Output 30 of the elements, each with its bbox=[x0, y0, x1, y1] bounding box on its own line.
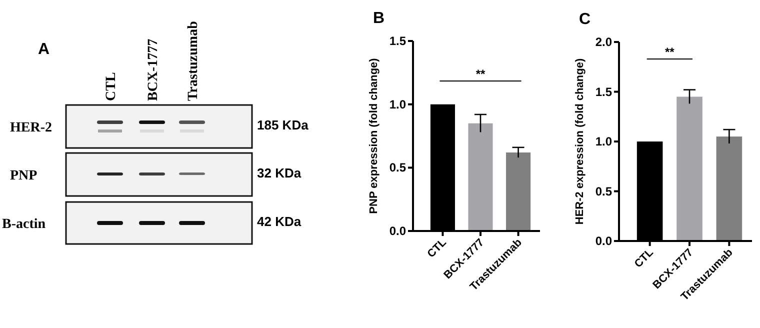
text: CTL bbox=[104, 72, 119, 101]
y-axis-title: HER-2 expression (fold change) bbox=[574, 58, 586, 225]
y-tick-label: 1.0 bbox=[595, 134, 612, 148]
y-tick-label: 1.5 bbox=[595, 84, 612, 99]
chart-title: B bbox=[373, 10, 385, 27]
annotation: ** bbox=[476, 67, 486, 81]
chart-title: C bbox=[579, 11, 591, 28]
y-tick-label: 0.5 bbox=[389, 160, 406, 175]
text: Trastuzumab bbox=[186, 20, 201, 101]
text: 42 KDa bbox=[257, 214, 302, 229]
y-tick-label: 1.5 bbox=[389, 34, 406, 48]
text: 32 KDa bbox=[257, 166, 302, 180]
y-axis-title: PNP expression (fold change) bbox=[368, 58, 380, 214]
y-tick-label: 2.0 bbox=[595, 35, 612, 49]
annotation: ** bbox=[664, 45, 675, 59]
x-tick-label: CTL bbox=[632, 246, 656, 270]
y-tick-label: 1.0 bbox=[389, 97, 406, 112]
text: B-actin bbox=[2, 217, 46, 232]
y-tick-label: 0.0 bbox=[595, 234, 612, 248]
text: PNP bbox=[10, 168, 38, 184]
y-tick-label: 0.0 bbox=[389, 224, 406, 238]
text: A bbox=[38, 41, 50, 58]
text: HER-2 bbox=[10, 120, 52, 136]
text: 185 KDa bbox=[257, 118, 310, 132]
text: BCX-1777 bbox=[146, 38, 161, 101]
bar bbox=[676, 96, 702, 241]
y-tick-label: 0.5 bbox=[595, 184, 612, 198]
bar bbox=[716, 136, 742, 241]
bar bbox=[506, 152, 531, 231]
bar bbox=[468, 123, 493, 231]
